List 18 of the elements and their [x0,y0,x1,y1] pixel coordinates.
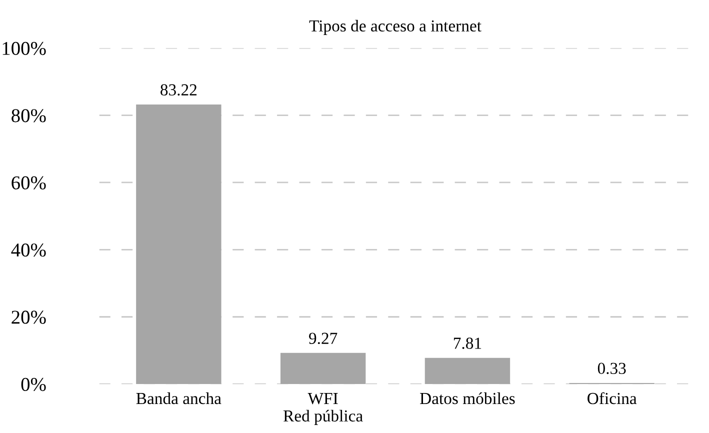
bar [136,104,222,384]
data-label: 83.22 [160,84,197,96]
x-tick-label: Banda ancha [136,392,222,404]
data-label: 0.33 [598,362,626,374]
y-tick-label: 0% [21,378,46,392]
chart-title: Tipos de acceso a internet [309,20,482,35]
bar [424,358,510,384]
bar [280,352,366,384]
y-tick-label: 20% [12,310,46,324]
data-label: 7.81 [454,338,482,349]
x-tick-label: Datos móbiles [420,392,515,404]
data-label: 9.27 [309,332,338,344]
y-tick-label: 40% [11,243,46,257]
y-tick-label: 100% [2,42,46,56]
y-tick-label: 60% [12,176,46,190]
x-tick-label: WFI Red pública [284,393,363,425]
x-tick-label: Oficina [588,392,637,404]
y-tick-label: 80% [12,109,46,122]
